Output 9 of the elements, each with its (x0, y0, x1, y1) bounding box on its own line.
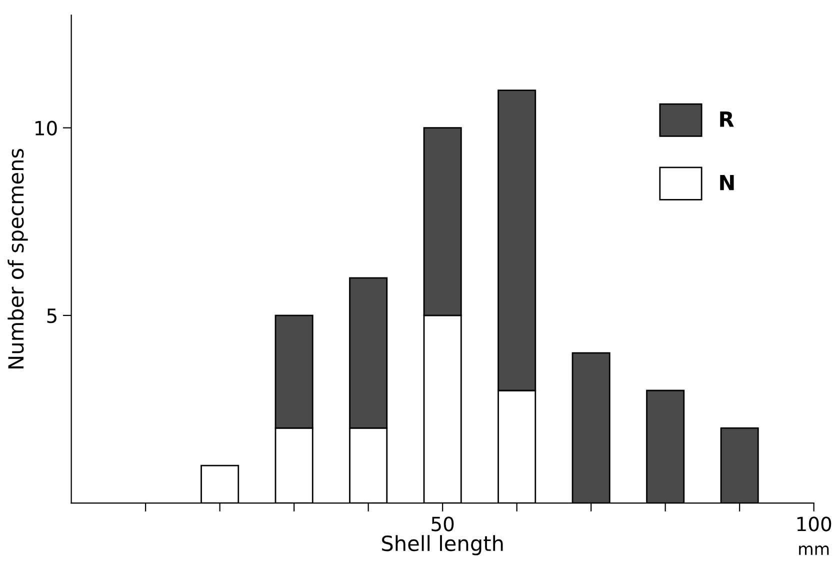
x-tick-label: 100 (797, 516, 832, 532)
y-axis-title: Number of specmens (8, 148, 28, 368)
legend-label: R (720, 112, 734, 127)
legend-label: N (720, 174, 734, 190)
y-tick-label: 5 (47, 308, 56, 324)
x-tick-label: 50 (432, 516, 454, 532)
y-tick-label: 10 (36, 120, 57, 136)
x-axis-title: Shell length (382, 535, 503, 556)
text: mm (799, 546, 829, 555)
